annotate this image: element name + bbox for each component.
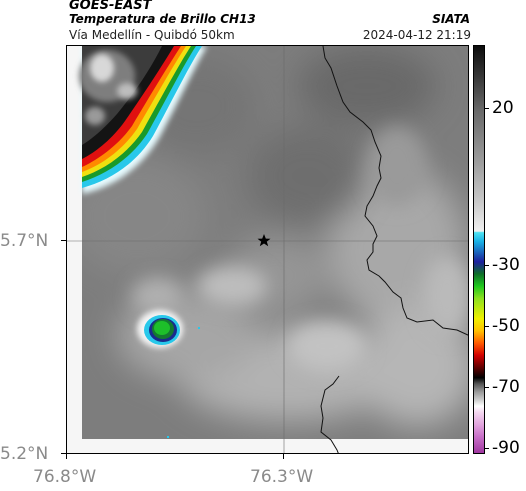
lat-tick-5.2 [61,453,66,454]
lon-tick-76.3 [283,454,284,459]
lon-tick-76.8 [66,454,67,459]
satellite-map[interactable] [66,45,469,454]
lat-tick-5.7 [61,240,66,241]
colorbar-tick-neg70 [485,387,489,388]
organization-label: SIATA [432,12,470,26]
colorbar-label-neg50: -50 [492,316,520,336]
no-data-left [67,46,82,453]
cloud-field [67,46,468,439]
map-canvas [67,46,468,453]
convective-cell [137,310,200,348]
lon-label-76.3: 76.3°W [250,467,314,487]
colorbar [473,45,485,454]
lon-label-76.8: 76.8°W [33,467,97,487]
colorbar-tick-neg90 [485,448,489,449]
no-data-bottom [67,439,468,453]
colorbar-tick-neg30 [485,265,489,266]
colorbar-label-neg70: -70 [492,377,520,397]
colorbar-label-neg30: -30 [492,255,520,275]
colorbar-tick-20 [485,108,489,109]
cold-cloud-top-left [79,46,207,194]
star-marker [257,234,271,247]
satellite-title: GOES-EAST [69,0,152,13]
lat-label-5.2: 5.2°N [0,444,49,464]
datetime-label: 2024-04-12 21:19 [362,28,471,42]
colorbar-tick-neg50 [485,326,489,327]
location-label: Vía Medellín - Quibdó 50km [69,28,235,42]
colorbar-label-20: 20 [492,98,514,118]
department-border [320,46,468,453]
colorbar-label-neg90: -90 [492,438,520,458]
product-title: Temperatura de Brillo CH13 [69,12,256,26]
lat-label-5.7: 5.7°N [0,231,49,251]
